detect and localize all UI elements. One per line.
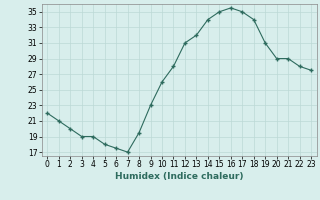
X-axis label: Humidex (Indice chaleur): Humidex (Indice chaleur) [115,172,244,181]
